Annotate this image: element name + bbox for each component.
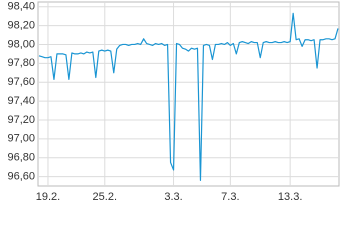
y-tick-label: 98,20 (7, 19, 35, 31)
price-line (38, 12, 339, 181)
page: 96,60 96,80 97,00 97,20 97,40 97,60 97,80 98,00… (7, 0, 340, 203)
y-tick-label: 98,00 (7, 38, 35, 50)
y-tick-label: 97,80 (7, 57, 35, 69)
x-tick-label: 3.3. (164, 191, 182, 203)
y-tick-label: 97,20 (7, 114, 35, 126)
x-tick-label: 19.2. (36, 191, 60, 203)
y-tick-label: 97,40 (7, 95, 35, 107)
y-tick-label: 96,60 (7, 170, 35, 182)
plot-frame (37, 1, 340, 187)
y-tick-label: 98,40 (7, 1, 35, 13)
y-tick-label: 97,60 (7, 76, 35, 88)
y-tick-label: 96,80 (7, 152, 35, 164)
x-tick-label: 13.3. (278, 191, 302, 203)
y-tick-label: 97,00 (7, 133, 35, 145)
x-tick-label: 25.2. (93, 191, 117, 203)
chart: 96,60 96,80 97,00 97,20 97,40 97,60 97,80 98,00… (7, 1, 340, 203)
x-tick-label: 7.3. (221, 191, 239, 203)
